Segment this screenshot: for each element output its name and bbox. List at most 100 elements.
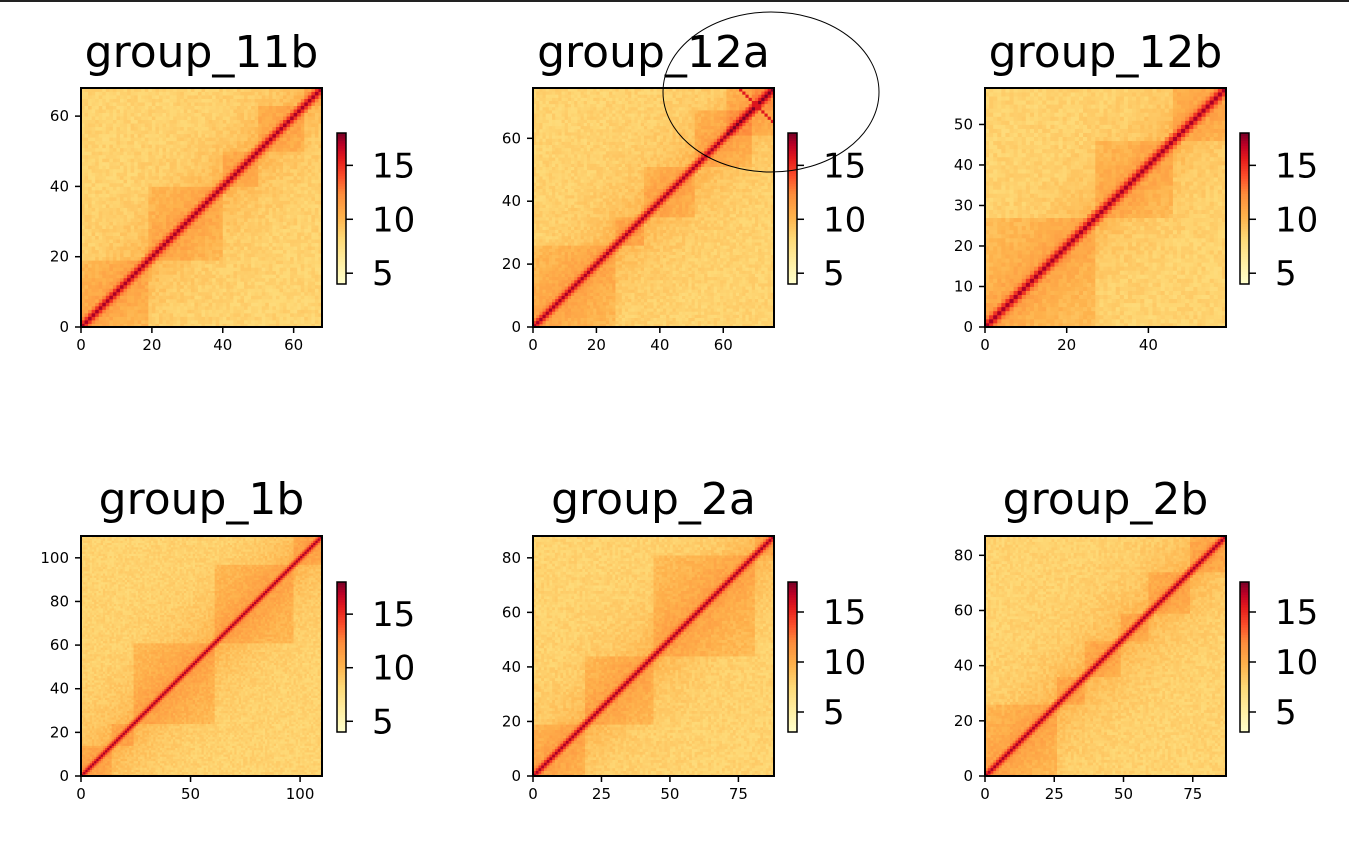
colorbar-segment bbox=[1240, 276, 1249, 280]
colorbar-segment bbox=[788, 602, 797, 605]
x-tick-label: 20 bbox=[142, 336, 161, 354]
y-tick-label: 80 bbox=[954, 546, 973, 564]
colorbar-segment bbox=[337, 599, 346, 603]
colorbar-segment bbox=[337, 614, 346, 618]
colorbar-segment bbox=[1240, 200, 1249, 204]
colorbar-segment bbox=[1240, 231, 1249, 235]
colorbar-segment bbox=[788, 170, 797, 174]
y-tick-label: 60 bbox=[954, 601, 973, 619]
x-tick-label: 0 bbox=[980, 785, 990, 803]
heatmap-panel-group-2b: group_2b 0 25 50 75 0 20 40 60 80 5 10 15 bbox=[954, 474, 1318, 803]
colorbar-segment bbox=[337, 208, 346, 212]
colorbar-segment bbox=[788, 704, 797, 708]
colorbar-segment bbox=[337, 629, 346, 633]
colorbar-segment bbox=[337, 649, 346, 653]
colorbar-segment bbox=[788, 276, 797, 280]
colorbar-segment bbox=[788, 607, 797, 610]
y-tick-label: 20 bbox=[50, 723, 69, 741]
colorbar-segment bbox=[788, 246, 797, 250]
colorbar-segment bbox=[788, 722, 797, 725]
colorbar-segment bbox=[337, 619, 346, 623]
colorbar-segment bbox=[788, 278, 797, 282]
colorbar-segment bbox=[1240, 223, 1249, 227]
colorbar-segment bbox=[337, 607, 346, 610]
colorbar-segment bbox=[1240, 664, 1249, 668]
x-tick-label: 75 bbox=[1183, 785, 1202, 803]
colorbar-segment bbox=[1240, 198, 1249, 202]
y-tick-label: 0 bbox=[511, 318, 521, 336]
colorbar-frame bbox=[336, 132, 347, 285]
colorbar-segment bbox=[337, 205, 346, 209]
colorbar-segment bbox=[337, 669, 346, 673]
colorbar-segment bbox=[337, 704, 346, 708]
colorbar-segment bbox=[1240, 674, 1249, 678]
x-tick-label: 50 bbox=[660, 785, 679, 803]
colorbar-segment bbox=[337, 654, 346, 658]
colorbar-segment bbox=[1240, 268, 1249, 272]
colorbar-segment bbox=[1240, 717, 1249, 720]
colorbar-segment bbox=[337, 246, 346, 250]
colorbar-segment bbox=[788, 205, 797, 209]
y-tick-label: 10 bbox=[954, 277, 973, 295]
colorbar-segment bbox=[337, 261, 346, 265]
colorbar-segment bbox=[1240, 634, 1249, 638]
colorbar-segment bbox=[337, 203, 346, 207]
colorbar-segment bbox=[788, 664, 797, 668]
colorbar-segment bbox=[1240, 627, 1249, 630]
colorbar-tick-label: 10 bbox=[372, 649, 415, 689]
colorbar-segment bbox=[337, 602, 346, 605]
annotation-ellipse bbox=[662, 11, 880, 173]
colorbar-segment bbox=[788, 183, 797, 187]
colorbar-segment bbox=[1240, 273, 1249, 277]
colorbar-segment bbox=[788, 193, 797, 197]
colorbar-segment bbox=[1240, 642, 1249, 645]
colorbar-segment bbox=[337, 627, 346, 630]
colorbar-segment bbox=[788, 672, 797, 675]
colorbar-segment bbox=[788, 231, 797, 235]
colorbar-segment bbox=[788, 195, 797, 199]
colorbar-frame bbox=[1239, 581, 1250, 733]
colorbar-segment bbox=[1240, 143, 1249, 147]
colorbar-tick-label: 5 bbox=[823, 254, 845, 294]
colorbar-frame bbox=[1239, 132, 1250, 285]
y-tick-label: 20 bbox=[502, 712, 521, 730]
colorbar-segment bbox=[337, 642, 346, 645]
x-tick-label: 40 bbox=[213, 336, 232, 354]
colorbar-segment bbox=[1240, 180, 1249, 184]
colorbar-segment bbox=[788, 649, 797, 653]
colorbar-segment bbox=[337, 276, 346, 280]
colorbar-segment bbox=[788, 729, 797, 733]
colorbar-segment bbox=[337, 632, 346, 635]
colorbar-segment bbox=[788, 694, 797, 698]
colorbar-segment bbox=[1240, 614, 1249, 618]
colorbar-segment bbox=[788, 236, 797, 240]
colorbar-segment bbox=[788, 667, 797, 670]
colorbar-segment bbox=[788, 642, 797, 645]
colorbar-segment bbox=[788, 155, 797, 159]
colorbar-segment bbox=[337, 278, 346, 282]
colorbar-segment bbox=[788, 679, 797, 683]
colorbar-segment bbox=[1240, 729, 1249, 733]
panel-title: group_12a bbox=[537, 27, 770, 78]
colorbar-segment bbox=[788, 251, 797, 255]
colorbar-segment bbox=[788, 639, 797, 643]
y-tick-label: 30 bbox=[954, 196, 973, 214]
colorbar-segment bbox=[1240, 178, 1249, 182]
colorbar-segment bbox=[337, 138, 346, 142]
colorbar-segment bbox=[337, 266, 346, 270]
y-tick-label: 80 bbox=[502, 549, 521, 567]
colorbar-segment bbox=[337, 724, 346, 728]
colorbar-segment bbox=[788, 599, 797, 603]
colorbar-segment bbox=[337, 707, 346, 710]
colorbar-segment bbox=[337, 684, 346, 688]
colorbar-segment bbox=[337, 185, 346, 189]
y-tick-label: 60 bbox=[50, 636, 69, 654]
colorbar-segment bbox=[788, 258, 797, 262]
colorbar-segment bbox=[337, 160, 346, 164]
colorbar-segment bbox=[788, 145, 797, 149]
colorbar-segment bbox=[337, 612, 346, 615]
colorbar-segment bbox=[337, 712, 346, 715]
panel-title: group_12b bbox=[989, 27, 1223, 78]
colorbar-segment bbox=[337, 158, 346, 162]
x-tick-label: 75 bbox=[729, 785, 748, 803]
